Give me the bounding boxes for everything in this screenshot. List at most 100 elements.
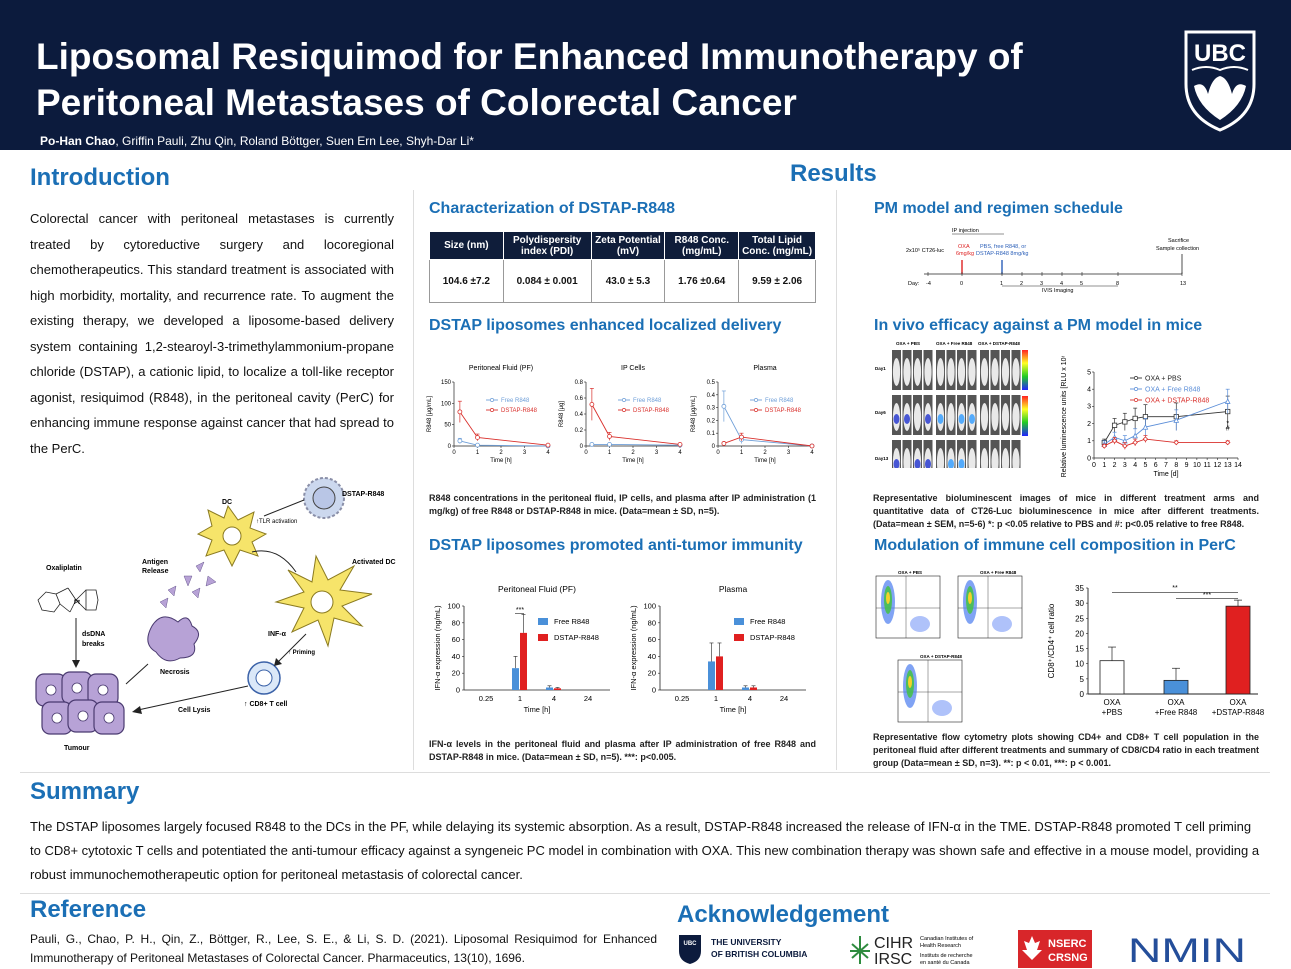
cell-population (886, 592, 890, 604)
x-tick-label: 24 (584, 694, 592, 703)
chart-title: IP Cells (621, 365, 645, 372)
co-authors: , Griffin Pauli, Zhu Qin, Roland Böttger… (115, 134, 474, 148)
mouse-body (991, 403, 999, 431)
flow-cytometry-plots: OXA + PBS OXA + Free R848 OXA + DSTAP-R848 (875, 570, 1023, 723)
data-point (1111, 438, 1118, 444)
nserc-text: NSERC (1048, 938, 1087, 950)
x-tick-label: 2 (631, 450, 635, 456)
ip-injection-label: IP injection (952, 228, 979, 234)
ubc-logo-text: UBC (1194, 40, 1246, 67)
cihr-en-line2: Health Research (920, 943, 961, 949)
data-point (1142, 436, 1149, 442)
data-point (721, 403, 727, 409)
dstap-label: DSTAP-R848 (342, 491, 384, 498)
x-tick-label: OXA (1230, 698, 1248, 707)
antigen-fragments (159, 561, 217, 609)
data-point (457, 438, 463, 444)
mouse-body (980, 358, 989, 386)
legend-marker (622, 398, 626, 402)
luminescence-signal (948, 459, 954, 468)
chart-title: Plasma (753, 365, 776, 372)
x-tick-label: 6 (1154, 462, 1158, 469)
cell-population (992, 616, 1012, 632)
nmin-text: NMIN (1128, 932, 1246, 968)
x-tick-label: 9 (1185, 462, 1189, 469)
y-tick-label: 20 (1075, 629, 1084, 638)
treatment-dose-label: DSTAP-R848 8mg/kg (976, 251, 1028, 257)
table-cell: 43.0 ± 5.3 (590, 259, 666, 303)
data-point (1122, 419, 1128, 425)
significance-hash: # (1226, 425, 1230, 432)
data-point (721, 441, 727, 446)
x-tick-label: OXA (1168, 698, 1186, 707)
x-tick-label: 4 (546, 450, 550, 456)
table-cell: 104.6 ±7.2 (429, 259, 504, 303)
x-tick-label: 11 (1204, 462, 1211, 469)
group-label-pbs: OXA + PBS (896, 341, 920, 346)
x-tick-label: 2 (763, 450, 767, 456)
legend-label: Free R848 (765, 398, 794, 404)
data-point (607, 442, 612, 447)
x-axis-label: Time [h] (622, 458, 644, 464)
x-tick-label: 3 (1123, 462, 1127, 469)
legend-marker (754, 408, 758, 412)
mouse-body (957, 358, 966, 386)
x-tick-label: 5 (1143, 462, 1147, 469)
data-point (1173, 439, 1180, 446)
bar (1225, 605, 1251, 695)
ubc-crest-logo: UBC (1184, 30, 1256, 132)
table-cell: 0.084 ± 0.001 (502, 259, 592, 303)
bar (708, 661, 715, 690)
bar (512, 668, 519, 690)
y-tick-label: 25 (1075, 614, 1084, 623)
x-tick-label: 0 (452, 450, 456, 456)
x-tick-label: 2 (1113, 462, 1117, 469)
timeline-day-label: 0 (960, 281, 963, 287)
timeline-day-label: 3 (1040, 281, 1043, 287)
significance-label: *** (1203, 592, 1211, 599)
data-point (1101, 443, 1108, 449)
significance-label: *** (516, 607, 524, 614)
bar (742, 687, 749, 690)
x-tick-label: 0.25 (479, 694, 494, 703)
section-divider-1 (20, 772, 1270, 773)
y-tick-label: 60 (452, 635, 460, 644)
x-tick-label: 7 (1164, 462, 1168, 469)
data-point (545, 442, 551, 448)
cihr-logo: CIHR IRSC Canadian Institutes of Health … (850, 935, 974, 968)
y-tick-label: 0 (456, 686, 460, 695)
x-tick-label: 0 (1092, 462, 1096, 469)
intro-heading: Introduction (30, 164, 170, 191)
characterization-heading: Characterization of DSTAP-R848 (429, 200, 675, 217)
mouse-body (1001, 403, 1010, 431)
header-banner: Liposomal Resiquimod for Enhanced Immuno… (0, 0, 1291, 150)
luminescence-signal (893, 414, 900, 424)
x-tick-label: 14 (1234, 462, 1242, 469)
y-tick-label: 150 (441, 380, 452, 386)
legend-label: DSTAP-R848 (765, 408, 802, 414)
ubc-small-logo-text: UBC (684, 941, 698, 947)
author-list: Po-Han Chao, Griffin Pauli, Zhu Qin, Rol… (40, 134, 474, 148)
legend-swatch (538, 634, 548, 641)
mouse-body (1001, 358, 1010, 386)
data-point (809, 443, 815, 449)
series-line (1103, 411, 1228, 443)
delivery-caption: R848 concentrations in the peritoneal fl… (429, 493, 816, 516)
bar (750, 687, 757, 690)
data-point (1173, 417, 1180, 423)
y-tick-label: 0 (1087, 455, 1091, 462)
legend-label: Free R848 (750, 617, 785, 626)
day-label: Day: (908, 281, 920, 287)
y-tick-label: 100 (643, 602, 656, 611)
y-tick-label: 0.6 (575, 396, 584, 402)
data-point (1111, 422, 1118, 428)
table-cell: 1.76 ±0.64 (664, 259, 740, 303)
y-axis-label: R848 [μg/mL] (427, 396, 433, 432)
characterization-table: Size (nm) Polydispersity index (PDI) Zet… (429, 231, 816, 303)
x-axis-label: Time [h] (720, 705, 747, 714)
sample-collection-label: Sample collection (1156, 246, 1199, 252)
legend-marker (1134, 398, 1138, 402)
timeline-day-label: 5 (1080, 281, 1083, 287)
data-point (677, 442, 683, 447)
